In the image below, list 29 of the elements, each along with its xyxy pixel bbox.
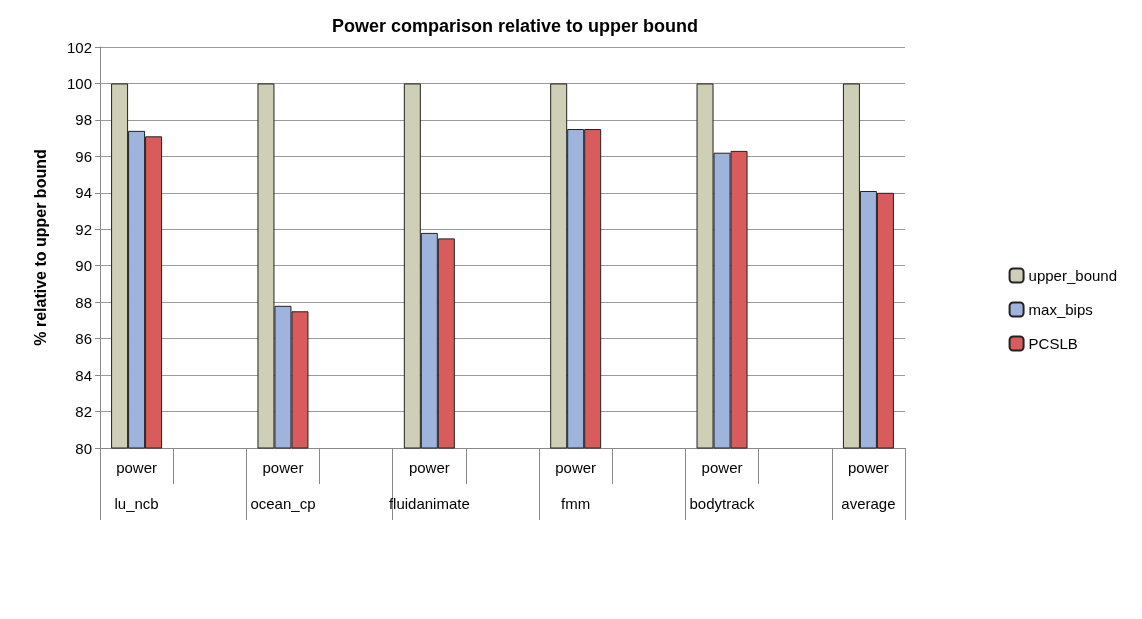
y-tick-label: 98: [75, 111, 92, 129]
y-tick-label: 94: [75, 184, 92, 202]
legend-label: upper_bound: [1028, 267, 1117, 284]
x-tick-label: power: [555, 459, 597, 476]
chart-title: Power comparison relative to upper bound: [331, 16, 699, 36]
y-tick-label: 100: [66, 74, 92, 92]
y-tick-label: 84: [75, 366, 92, 384]
y-tick-label: 102: [66, 38, 92, 56]
text: average: [841, 495, 896, 512]
x-tick-label: power: [408, 459, 450, 476]
y-tick-label: 80: [75, 439, 92, 457]
x-tick-label: power: [116, 459, 158, 476]
text: fluidanimate: [388, 495, 470, 512]
y-tick-label: 86: [75, 330, 92, 348]
text: fmm: [561, 495, 591, 512]
y-tick-label: 92: [75, 220, 92, 238]
legend-label: max_bips: [1028, 301, 1093, 318]
y-tick-label: 88: [75, 293, 92, 311]
legend-label: PCSLB: [1028, 335, 1078, 352]
y-axis-title: % relative to upper bound: [31, 149, 49, 346]
text: ocean_cp: [250, 495, 316, 512]
x-tick-label: power: [847, 459, 889, 476]
text: lu_ncb: [114, 495, 159, 512]
y-tick-label: 90: [75, 257, 92, 275]
text: bodytrack: [689, 495, 756, 512]
y-tick-label: 82: [75, 403, 92, 421]
x-tick-label: power: [262, 459, 304, 476]
x-tick-label: power: [701, 459, 743, 476]
y-tick-label: 96: [75, 147, 92, 165]
